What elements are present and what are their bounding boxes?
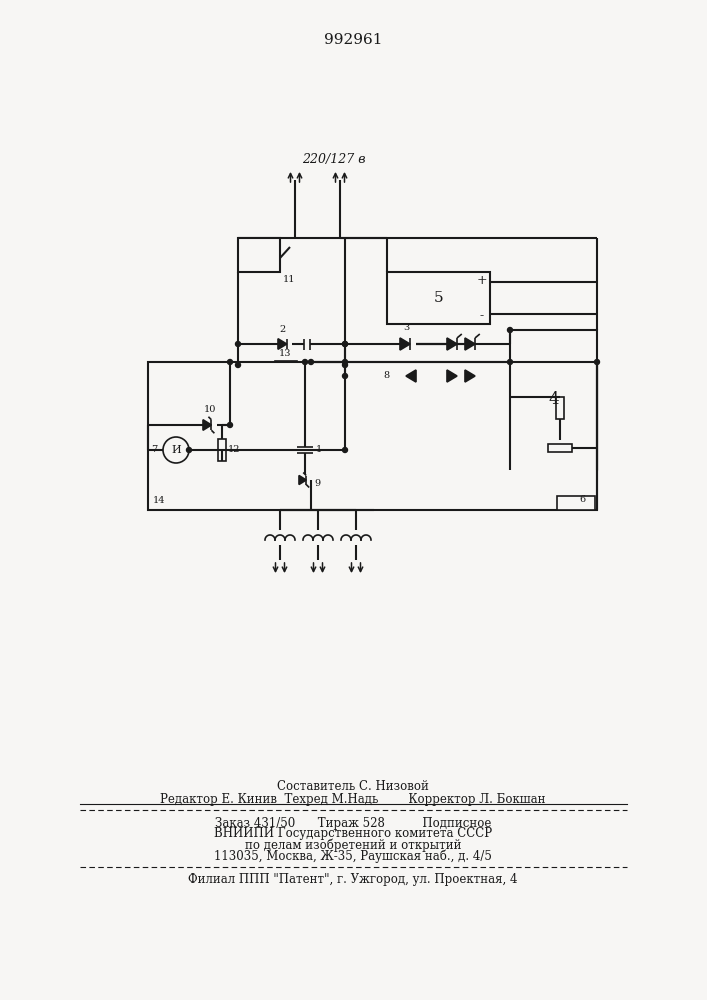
Text: И: И xyxy=(171,445,181,455)
Text: +: + xyxy=(477,273,487,286)
Bar xyxy=(556,397,564,419)
Bar xyxy=(275,361,297,369)
Circle shape xyxy=(342,360,348,364)
Text: 113035, Москва, Ж-35, Раушская наб., д. 4/5: 113035, Москва, Ж-35, Раушская наб., д. … xyxy=(214,849,492,863)
Circle shape xyxy=(163,437,189,463)
Polygon shape xyxy=(447,338,457,350)
Circle shape xyxy=(595,360,600,364)
Polygon shape xyxy=(406,370,416,382)
Polygon shape xyxy=(465,370,475,382)
Text: по делам изобретений и открытий: по делам изобретений и открытий xyxy=(245,838,461,852)
Text: 11: 11 xyxy=(283,275,296,284)
Text: Составитель С. Низовой: Составитель С. Низовой xyxy=(277,780,429,794)
Circle shape xyxy=(228,422,233,428)
Text: 7: 7 xyxy=(151,446,157,454)
Text: Филиал ППП "Патент", г. Ужгород, ул. Проектная, 4: Филиал ППП "Патент", г. Ужгород, ул. Про… xyxy=(188,874,518,886)
Polygon shape xyxy=(447,370,457,382)
Text: 4: 4 xyxy=(548,391,559,408)
Circle shape xyxy=(187,448,192,452)
Polygon shape xyxy=(299,476,306,485)
Bar xyxy=(557,496,595,510)
Text: 6: 6 xyxy=(579,495,585,504)
Text: 2: 2 xyxy=(280,324,286,334)
Text: -: - xyxy=(480,310,484,322)
Circle shape xyxy=(342,448,348,452)
Circle shape xyxy=(308,360,313,364)
Bar xyxy=(238,238,280,272)
Text: 10: 10 xyxy=(204,404,216,414)
Circle shape xyxy=(342,342,348,347)
Polygon shape xyxy=(400,338,410,350)
Text: ВНИИПИ Государственного комитета СССР: ВНИИПИ Государственного комитета СССР xyxy=(214,828,492,840)
Text: 1: 1 xyxy=(316,446,322,454)
Circle shape xyxy=(235,342,240,347)
Text: 9: 9 xyxy=(314,480,320,488)
Text: 992961: 992961 xyxy=(324,33,382,47)
Circle shape xyxy=(342,362,348,367)
Text: 5: 5 xyxy=(433,291,443,305)
Text: 14: 14 xyxy=(153,496,165,505)
Text: 220/127 в: 220/127 в xyxy=(302,153,366,166)
Circle shape xyxy=(508,328,513,332)
Polygon shape xyxy=(203,420,211,430)
Polygon shape xyxy=(465,338,475,350)
Bar xyxy=(218,439,226,461)
Bar xyxy=(510,330,597,470)
Text: Редактор Е. Кинив  Техред М.Надь        Корректор Л. Бокшан: Редактор Е. Кинив Техред М.Надь Корректо… xyxy=(160,794,546,806)
Circle shape xyxy=(342,373,348,378)
Bar xyxy=(148,362,597,510)
Text: 12: 12 xyxy=(228,446,240,454)
Text: 3: 3 xyxy=(403,322,409,332)
Circle shape xyxy=(228,360,233,364)
Circle shape xyxy=(303,360,308,364)
Bar xyxy=(387,272,490,324)
Text: 8: 8 xyxy=(383,371,389,380)
Polygon shape xyxy=(278,339,287,349)
Text: Заказ 431/50      Тираж 528          Подписное: Заказ 431/50 Тираж 528 Подписное xyxy=(215,816,491,830)
Circle shape xyxy=(235,362,240,367)
Circle shape xyxy=(508,360,513,364)
Bar xyxy=(548,444,572,452)
Text: 13: 13 xyxy=(279,349,291,358)
Circle shape xyxy=(342,342,348,347)
